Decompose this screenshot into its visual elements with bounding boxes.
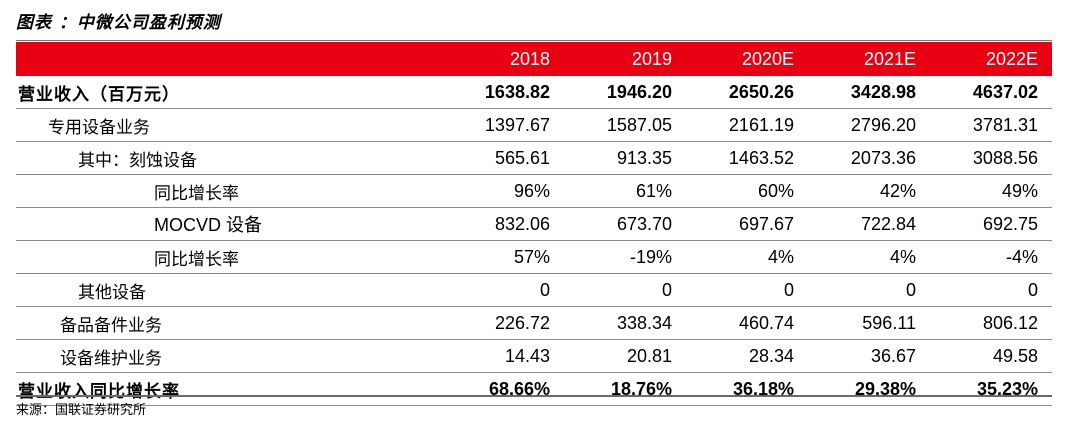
- row-label: 同比增长率: [16, 240, 442, 274]
- cell-value: 1638.82: [442, 76, 564, 109]
- row-label: 其他设备: [16, 273, 442, 307]
- row-label: 设备维护业务: [16, 339, 442, 373]
- cell-value: 4637.02: [930, 76, 1052, 109]
- cell-value: 29.38%: [808, 372, 930, 406]
- cell-value: 18.76%: [564, 372, 686, 406]
- column-header: 2022E: [930, 42, 1052, 76]
- cell-value: 3781.31: [930, 108, 1052, 142]
- header-blank-cell: [16, 42, 442, 76]
- cell-value: 68.66%: [442, 372, 564, 406]
- cell-value: 722.84: [808, 207, 930, 241]
- cell-value: 57%: [442, 240, 564, 274]
- table-row: MOCVD 设备 832.06 673.70 697.67 722.84 692…: [16, 207, 1052, 241]
- title-divider: [16, 40, 1052, 41]
- cell-value: 460.74: [686, 306, 808, 340]
- cell-value: 96%: [442, 174, 564, 208]
- cell-value: 226.72: [442, 306, 564, 340]
- header-row: 2018 2019 2020E 2021E 2022E: [16, 42, 1052, 76]
- cell-value: 1946.20: [564, 76, 686, 109]
- cell-value: 596.11: [808, 306, 930, 340]
- table-row: 备品备件业务 226.72 338.34 460.74 596.11 806.1…: [16, 306, 1052, 340]
- cell-value: 20.81: [564, 339, 686, 373]
- cell-value: 3428.98: [808, 76, 930, 109]
- cell-value: 832.06: [442, 207, 564, 241]
- cell-value: 2161.19: [686, 108, 808, 142]
- cell-value: 2073.36: [808, 141, 930, 175]
- cell-value: 692.75: [930, 207, 1052, 241]
- cell-value: 913.35: [564, 141, 686, 175]
- cell-value: 0: [564, 273, 686, 307]
- table-row: 同比增长率 96% 61% 60% 42% 49%: [16, 174, 1052, 208]
- cell-value: 565.61: [442, 141, 564, 175]
- column-header: 2018: [442, 42, 564, 76]
- table-row: 其他设备 0 0 0 0 0: [16, 273, 1052, 307]
- row-label: 其中：刻蚀设备: [16, 141, 442, 175]
- table-row: 专用设备业务 1397.67 1587.05 2161.19 2796.20 3…: [16, 108, 1052, 142]
- table-row: 其中：刻蚀设备 565.61 913.35 1463.52 2073.36 30…: [16, 141, 1052, 175]
- cell-value: 673.70: [564, 207, 686, 241]
- row-label: 专用设备业务: [16, 108, 442, 142]
- cell-value: 1587.05: [564, 108, 686, 142]
- cell-value: 14.43: [442, 339, 564, 373]
- cell-value: 1463.52: [686, 141, 808, 175]
- table-bottom-divider: [16, 395, 1052, 397]
- cell-value: 4%: [808, 240, 930, 274]
- cell-value: 42%: [808, 174, 930, 208]
- cell-value: 2650.26: [686, 76, 808, 109]
- cell-value: 1397.67: [442, 108, 564, 142]
- cell-value: 36.18%: [686, 372, 808, 406]
- row-label: MOCVD 设备: [16, 207, 442, 241]
- cell-value: 338.34: [564, 306, 686, 340]
- cell-value: -4%: [930, 240, 1052, 274]
- cell-value: 0: [808, 273, 930, 307]
- table-row: 设备维护业务 14.43 20.81 28.34 36.67 49.58: [16, 339, 1052, 373]
- cell-value: 49.58: [930, 339, 1052, 373]
- row-label: 备品备件业务: [16, 306, 442, 340]
- source-note: 来源：国联证券研究所: [16, 403, 147, 418]
- forecast-table: 2018 2019 2020E 2021E 2022E 营业收入（百万元） 16…: [16, 42, 1052, 406]
- cell-value: 3088.56: [930, 141, 1052, 175]
- table-row: 营业收入同比增长率 68.66% 18.76% 36.18% 29.38% 35…: [16, 372, 1052, 406]
- table-title: 图表 ：中微公司盈利预测: [16, 13, 221, 33]
- cell-value: 36.67: [808, 339, 930, 373]
- cell-value: 0: [930, 273, 1052, 307]
- cell-value: 697.67: [686, 207, 808, 241]
- cell-value: 35.23%: [930, 372, 1052, 406]
- cell-value: 2796.20: [808, 108, 930, 142]
- row-label: 营业收入（百万元）: [16, 76, 442, 109]
- cell-value: 0: [686, 273, 808, 307]
- column-header: 2021E: [808, 42, 930, 76]
- column-header: 2019: [564, 42, 686, 76]
- table-row: 营业收入（百万元） 1638.82 1946.20 2650.26 3428.9…: [16, 76, 1052, 109]
- cell-value: 61%: [564, 174, 686, 208]
- cell-value: 4%: [686, 240, 808, 274]
- row-label: 同比增长率: [16, 174, 442, 208]
- cell-value: 28.34: [686, 339, 808, 373]
- table-row: 同比增长率 57% -19% 4% 4% -4%: [16, 240, 1052, 274]
- column-header: 2020E: [686, 42, 808, 76]
- cell-value: 806.12: [930, 306, 1052, 340]
- cell-value: 49%: [930, 174, 1052, 208]
- cell-value: -19%: [564, 240, 686, 274]
- cell-value: 0: [442, 273, 564, 307]
- cell-value: 60%: [686, 174, 808, 208]
